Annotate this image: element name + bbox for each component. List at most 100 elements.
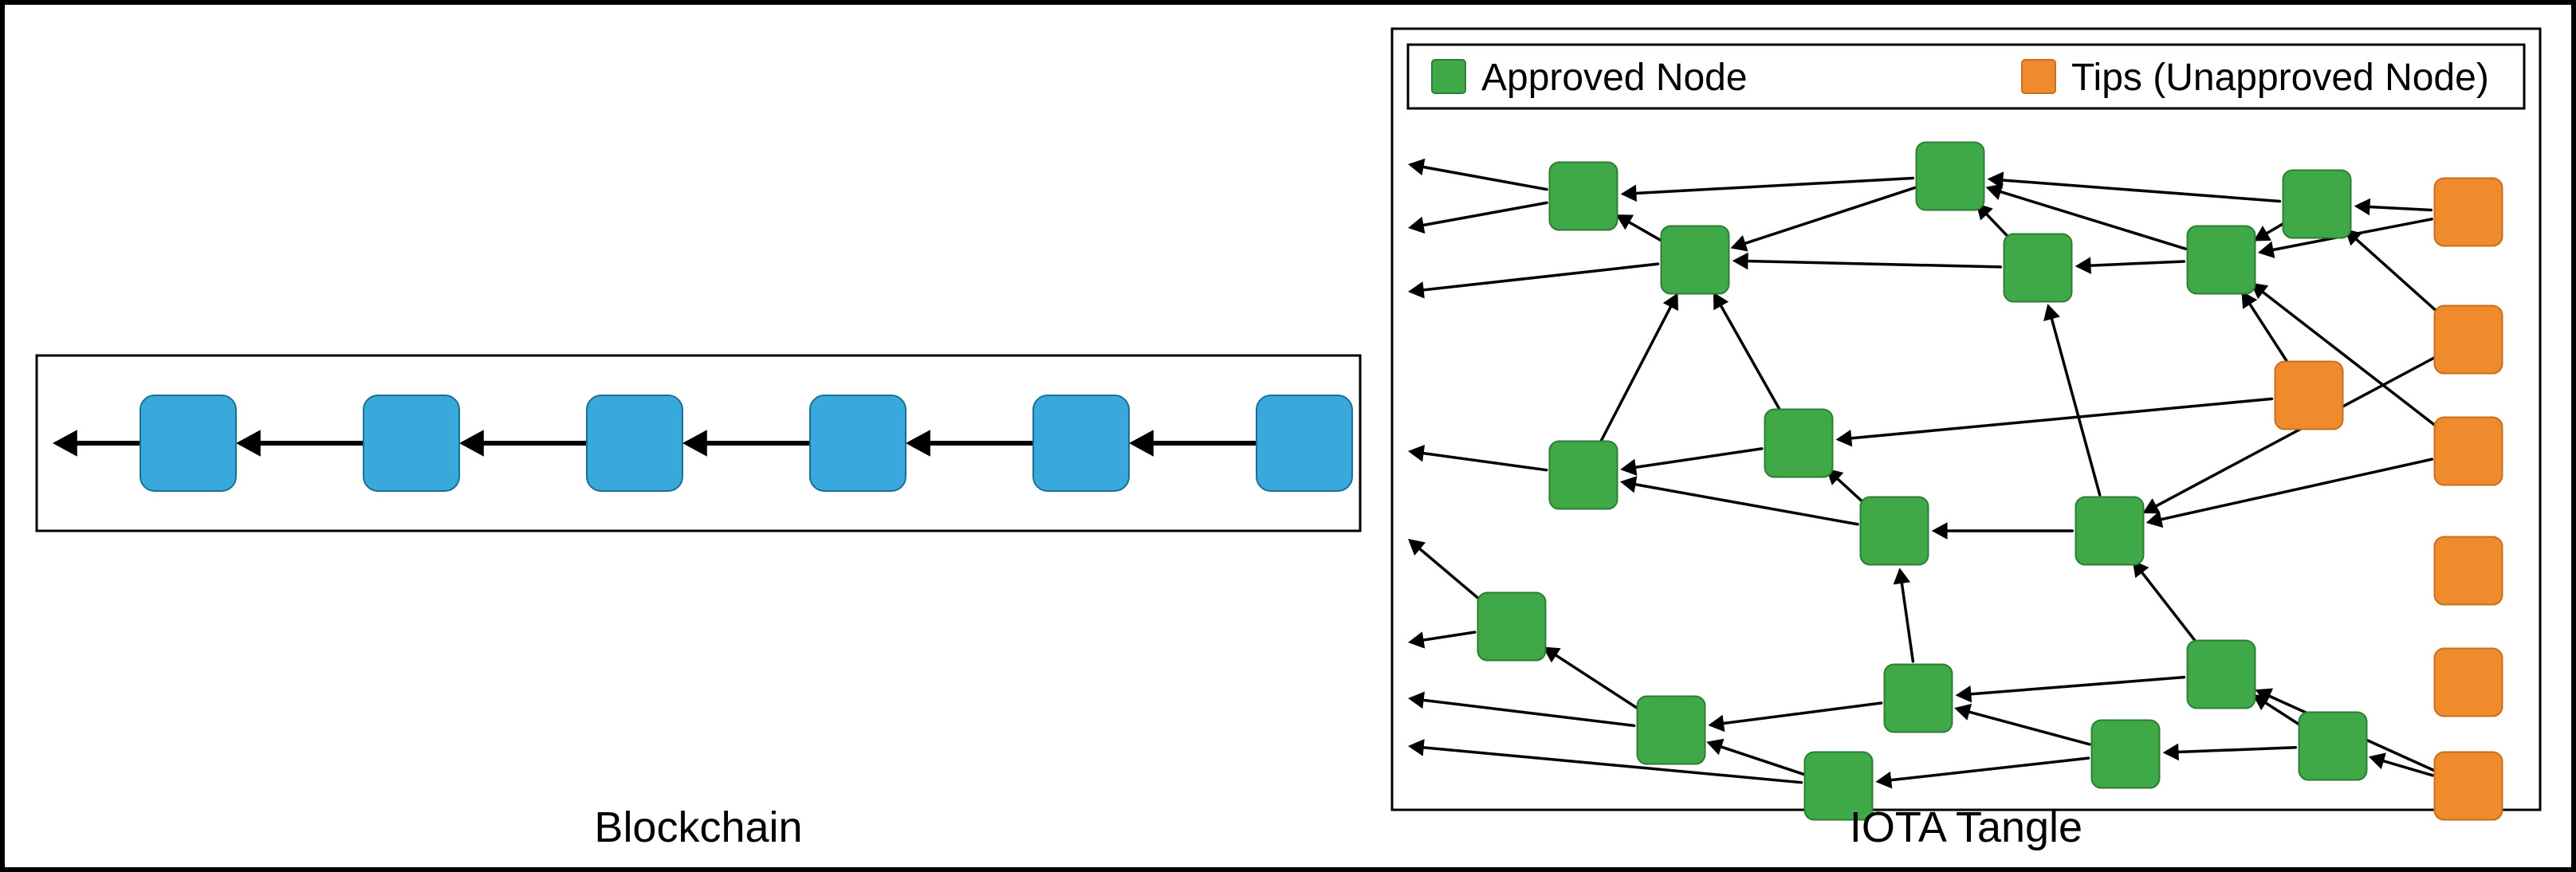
approved-node: [1765, 410, 1833, 477]
edge-line: [1742, 261, 2001, 267]
edge-line: [2138, 568, 2198, 645]
edge-arrowhead: [1732, 253, 1748, 270]
blockchain-node: [810, 395, 906, 491]
edge-arrowhead: [906, 430, 930, 457]
edge-arrowhead: [1408, 281, 1425, 298]
edge-arrowhead: [1875, 772, 1892, 788]
edge-line: [1716, 745, 1803, 775]
edge-arrowhead: [2369, 752, 2386, 769]
approved-node: [1861, 497, 1929, 565]
edge-line: [1740, 188, 1915, 245]
approved-node: [2188, 226, 2255, 294]
blockchain-node: [1257, 395, 1352, 491]
figure-outer: BlockchainApproved NodeTips (Unapproved …: [0, 0, 2576, 872]
edge-arrowhead: [459, 430, 484, 457]
edge-line: [1624, 219, 1663, 242]
edge-line: [1601, 301, 1673, 442]
approved-node: [2092, 721, 2160, 788]
edge-arrowhead: [2043, 304, 2060, 321]
edge-line: [2050, 313, 2099, 495]
edge-arrowhead: [2146, 511, 2164, 528]
edge-line: [1630, 483, 1858, 524]
edge-arrowhead: [53, 430, 77, 457]
edge-arrowhead: [1408, 445, 1425, 462]
blockchain-node: [587, 395, 682, 491]
edge-line: [2260, 700, 2301, 726]
edge-line: [1901, 577, 1913, 662]
edge-line: [1630, 179, 1913, 194]
edge-line: [1718, 300, 1780, 410]
approved-node: [1550, 442, 1618, 509]
tip-node: [2435, 418, 2503, 485]
edge-line: [1418, 264, 1658, 291]
blockchain-panel: Blockchain: [37, 355, 1360, 851]
edge-arrowhead: [1408, 631, 1425, 648]
edge-arrowhead: [1620, 476, 1637, 493]
tip-node: [2435, 179, 2503, 246]
edge-line: [1964, 678, 2184, 695]
tangle-caption: IOTA Tangle: [1850, 803, 2082, 851]
approved-node: [1662, 226, 1729, 294]
approved-node: [2076, 497, 2144, 565]
edge-line: [2364, 206, 2432, 210]
edge-arrowhead: [1932, 522, 1948, 540]
edge-arrowhead: [2258, 242, 2275, 258]
edge-line: [1630, 449, 1762, 469]
edge-line: [1418, 632, 1475, 641]
edge-line: [1418, 202, 1547, 226]
blockchain-node: [140, 395, 236, 491]
edge-line: [1418, 166, 1547, 190]
tip-node: [2435, 752, 2503, 820]
edge-arrowhead: [1894, 568, 1910, 584]
edge-arrowhead: [1408, 692, 1425, 709]
approved-node: [1885, 665, 1953, 733]
edge-arrowhead: [1408, 217, 1425, 234]
edge-arrowhead: [1708, 715, 1725, 732]
edge-arrowhead: [1954, 704, 1972, 721]
edge-line: [2085, 261, 2185, 265]
edge-line: [2173, 748, 2296, 752]
tip-node: [2435, 306, 2503, 374]
approved-node: [1638, 697, 1705, 764]
tangle-panel: Approved NodeTips (Unapproved Node)IOTA …: [1392, 29, 2540, 851]
edge-line: [2155, 459, 2432, 520]
edge-arrowhead: [2354, 198, 2370, 216]
approved-node: [1917, 143, 1984, 210]
approved-node: [1478, 593, 1546, 661]
tip-node: [2275, 362, 2343, 430]
edge-arrowhead: [1620, 459, 1637, 476]
blockchain-node: [1033, 395, 1129, 491]
edge-line: [1717, 703, 1881, 725]
edge-arrowhead: [1408, 159, 1425, 175]
blockchain-node: [364, 395, 459, 491]
edge-line: [1964, 710, 2090, 744]
edge-line: [1415, 545, 1483, 603]
edge-line: [1996, 179, 2279, 201]
edge-line: [1418, 453, 1547, 470]
legend-label-approved: Approved Node: [1481, 57, 1748, 99]
edge-arrowhead: [2163, 744, 2179, 761]
edge-arrowhead: [1956, 685, 1972, 703]
approved-node: [1550, 163, 1618, 230]
approved-node: [2283, 171, 2351, 238]
edge-line: [1885, 758, 2088, 780]
edge-arrowhead: [236, 430, 261, 457]
edge-arrowhead: [2075, 257, 2091, 274]
edge-arrowhead: [1408, 739, 1425, 756]
edge-arrowhead: [1621, 185, 1637, 202]
edge-arrowhead: [1129, 430, 1154, 457]
legend-swatch-approved: [1432, 60, 1465, 93]
edge-line: [1845, 399, 2271, 438]
tip-node: [2435, 649, 2503, 717]
edge-line: [1551, 652, 1640, 710]
approved-node: [2188, 641, 2255, 709]
edge-line: [1418, 747, 1802, 783]
edge-arrowhead: [682, 430, 707, 457]
approved-node: [2004, 234, 2072, 302]
legend-swatch-tips: [2022, 60, 2055, 93]
edge-line: [2352, 235, 2440, 315]
tip-node: [2435, 537, 2503, 605]
edge-arrowhead: [1836, 430, 1853, 447]
diagram-svg: BlockchainApproved NodeTips (Unapproved …: [21, 21, 2555, 851]
edge-line: [1418, 699, 1634, 725]
